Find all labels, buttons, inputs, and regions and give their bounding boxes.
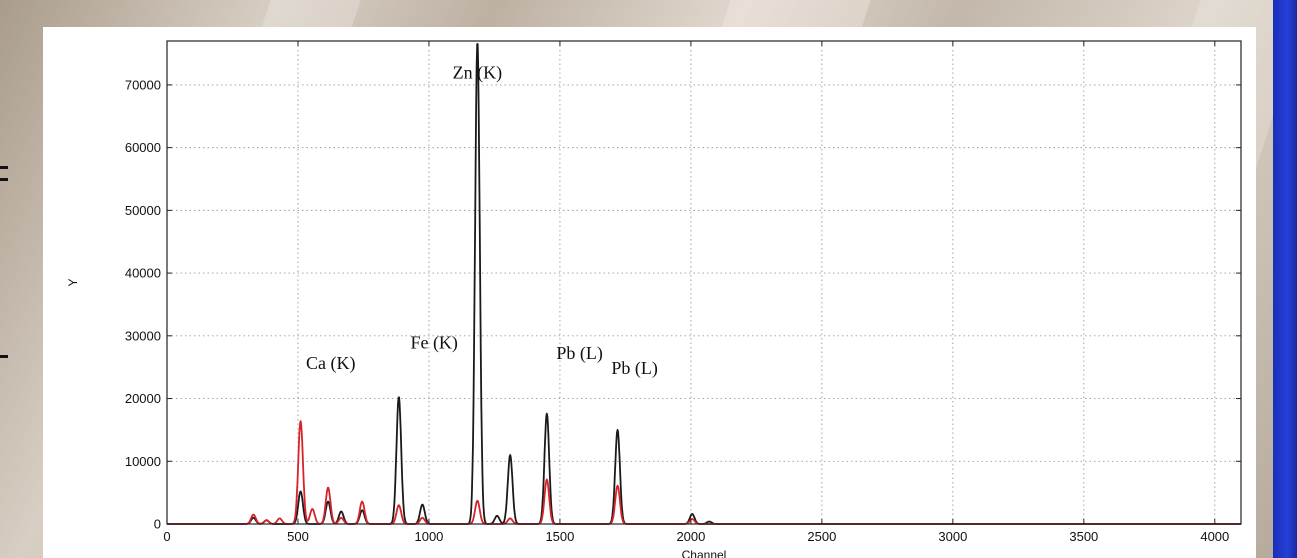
slide-accent-bar: [1273, 0, 1297, 558]
series-red-line: [166, 420, 1242, 525]
peak-label: Fe (K): [410, 332, 458, 353]
y-tick-label: 10000: [125, 454, 161, 469]
y-tick-label: 50000: [125, 203, 161, 218]
slide-text-fragment: [0, 166, 8, 169]
x-tick-label: 3000: [938, 529, 967, 544]
peak-label: Ca (K): [306, 353, 355, 374]
y-tick-label: 30000: [125, 328, 161, 343]
peak-label: Zn (K): [453, 63, 502, 84]
x-tick-label: 3500: [1069, 529, 1098, 544]
y-tick-label: 70000: [125, 77, 161, 92]
chart-panel: 0 500 1000 1500 2000 2500 3000 3500 4000 0 10000 20…: [43, 27, 1256, 558]
peak-annotations: Zn (K) Fe (K) Ca (K) Pb (L) Pb (L): [306, 63, 658, 379]
x-tick-label: 2000: [676, 529, 705, 544]
peak-label: Pb (L): [556, 343, 603, 364]
x-tick-label: 1500: [545, 529, 574, 544]
slide-text-fragment: [0, 178, 8, 181]
x-tick-label: 4000: [1200, 529, 1229, 544]
y-tick-label: 60000: [125, 140, 161, 155]
y-tick-label: 40000: [125, 266, 161, 281]
x-tick-label: 500: [287, 529, 309, 544]
x-tick-label: 2500: [807, 529, 836, 544]
y-axis-label: Y: [66, 278, 80, 286]
y-tick-label: 0: [154, 517, 161, 532]
peak-label: Pb (L): [611, 358, 658, 379]
grid: [167, 41, 1241, 524]
slide-text-fragment: [0, 355, 8, 358]
spectrum-chart: 0 500 1000 1500 2000 2500 3000 3500 400001000020…: [66, 40, 1242, 558]
series-black-line: [166, 43, 1242, 525]
x-tick-label: 1000: [414, 529, 443, 544]
y-tick-label: 20000: [125, 391, 161, 406]
plot-frame: [166, 40, 1242, 525]
series-layer: [166, 43, 1242, 525]
x-tick-label: 0: [163, 529, 170, 544]
x-axis-label: Channel: [682, 548, 727, 558]
axis-ticks: 0 500 1000 1500 2000 2500 3000 3500 400001000020…: [125, 41, 1241, 544]
